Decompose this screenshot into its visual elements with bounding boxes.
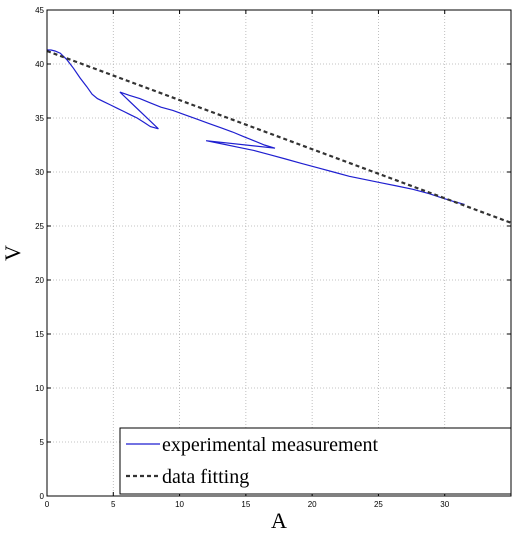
plot-frame: [46, 9, 512, 497]
x-axis-label: A: [271, 508, 287, 533]
x-tick-label: 0: [45, 500, 50, 509]
y-tick-label: 15: [35, 330, 44, 339]
axis-ticks: 0 5 10 15 20 25 30 0 5 10 15 20 25 30 35 40 45: [35, 6, 511, 509]
y-tick-label: 45: [35, 6, 44, 15]
legend-label-fitting: data fitting: [162, 466, 249, 488]
series-line-fitting: [47, 49, 511, 224]
legend-label-experimental: experimental measurement: [162, 434, 378, 456]
x-tick-label: 10: [175, 500, 184, 509]
x-tick-label: 5: [111, 500, 116, 509]
x-tick-label: 15: [241, 500, 250, 509]
grid-lines: [47, 10, 511, 496]
x-tick-label: 20: [308, 500, 317, 509]
y-tick-label: 35: [35, 114, 44, 123]
y-tick-label: 40: [35, 60, 44, 69]
y-tick-label: 20: [35, 276, 44, 285]
x-tick-label: 25: [374, 500, 383, 509]
series-layer: [47, 49, 511, 224]
y-tick-label: 30: [35, 168, 44, 177]
y-tick-label: 5: [40, 438, 45, 447]
legend-box: [119, 427, 512, 495]
y-tick-label: 10: [35, 384, 44, 393]
legend: experimental measurement data fitting: [119, 427, 512, 495]
y-axis-label: V: [0, 245, 25, 261]
y-tick-label: 25: [35, 222, 44, 231]
y-tick-label: 0: [40, 492, 45, 501]
series-line-experimental: [47, 49, 465, 205]
x-tick-label: 30: [440, 500, 449, 509]
